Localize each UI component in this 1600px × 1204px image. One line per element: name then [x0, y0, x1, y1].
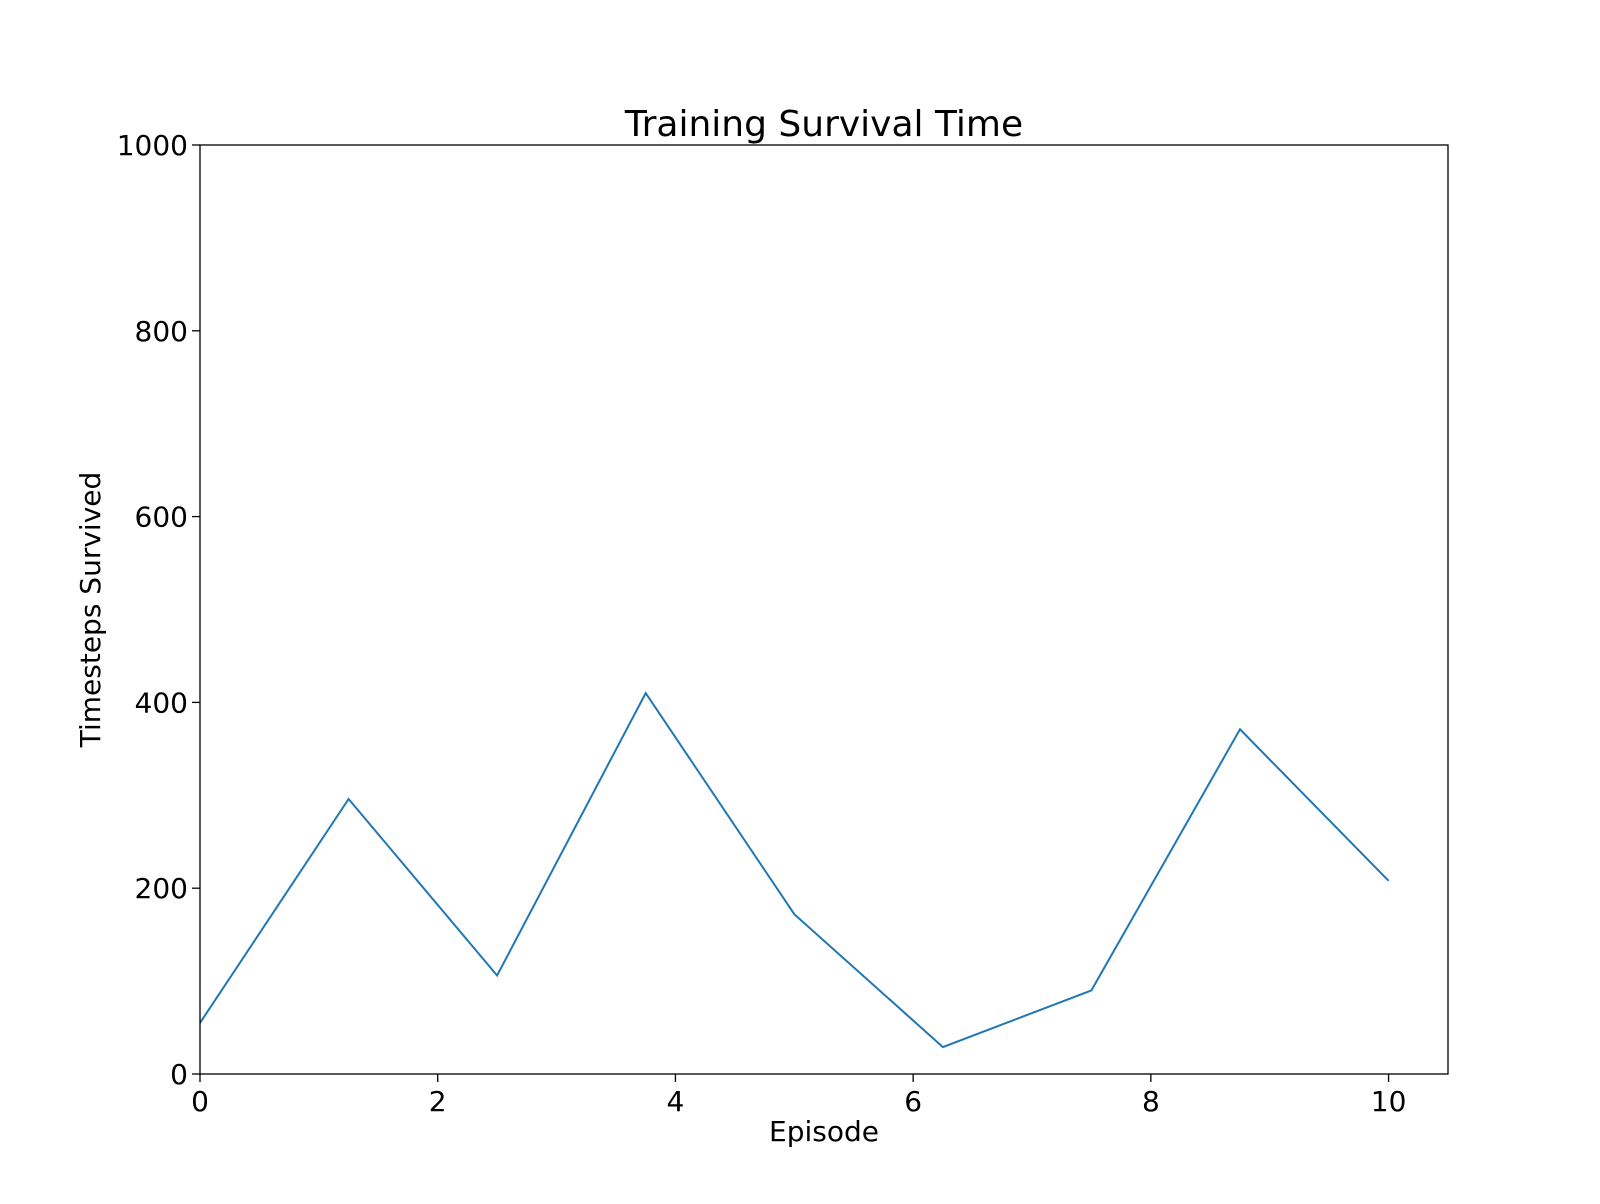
- y-axis-ticks: 0 200 400 600 800 1000: [117, 129, 200, 1091]
- series-line-0: [199, 691, 1390, 1049]
- plot-frame: [199, 144, 1449, 1075]
- x-tick-label: 6: [904, 1085, 922, 1118]
- y-tick-label: 200: [135, 872, 188, 905]
- x-tick-label: 4: [667, 1085, 685, 1118]
- x-tick-label: 0: [191, 1085, 209, 1118]
- x-tick-label: 10: [1371, 1085, 1407, 1118]
- x-axis-label: Episode: [769, 1115, 879, 1148]
- x-tick-label: 8: [1142, 1085, 1160, 1118]
- y-tick-label: 600: [135, 501, 188, 534]
- y-tick-label: 0: [170, 1058, 188, 1091]
- chart-title: Training Survival Time: [624, 104, 1023, 145]
- y-tick-label: 1000: [117, 129, 188, 162]
- x-axis-ticks: 0 2 4 6 8 10: [191, 1074, 1406, 1118]
- plot-area: [199, 691, 1390, 1049]
- x-tick-label: 2: [429, 1085, 447, 1118]
- y-axis-label: Timesteps Survived: [74, 472, 107, 749]
- y-tick-label: 400: [135, 686, 188, 719]
- y-tick-label: 800: [135, 315, 188, 348]
